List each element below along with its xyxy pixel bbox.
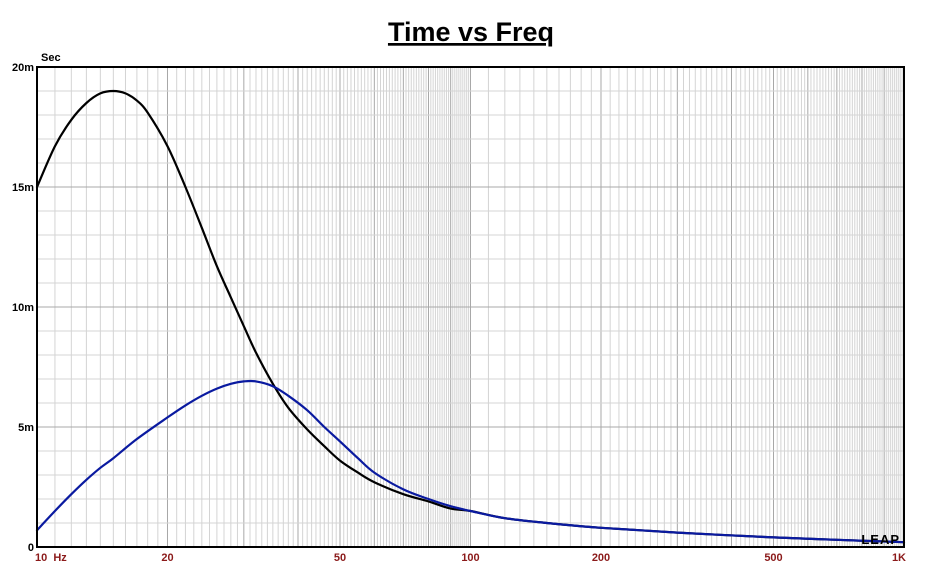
series-line-blue — [35, 379, 906, 544]
chart-title: Time vs Freq — [388, 17, 554, 47]
x-tick-label: 500 — [764, 552, 782, 564]
grid — [37, 67, 904, 547]
series-lines — [35, 89, 906, 544]
leap-logo: LEAP — [861, 532, 900, 547]
y-tick-label: 5m — [18, 422, 34, 434]
x-tick-label: 200 — [592, 552, 610, 564]
tick-labels: 10 Hz 20 50 100 200 500 1K 0 5m 10m 15m 20m — [12, 62, 906, 564]
x-tick-label: 1K — [892, 552, 906, 564]
y-tick-label: 10m — [12, 302, 34, 314]
plot-frame — [36, 66, 905, 548]
y-tick-label: 0 — [28, 542, 34, 554]
x-tick-label: 100 — [461, 552, 479, 564]
y-axis-unit: Sec — [41, 52, 61, 64]
x-tick-label: 10 Hz — [35, 552, 67, 564]
y-tick-label: 15m — [12, 182, 34, 194]
y-tick-label: 20m — [12, 62, 34, 74]
x-tick-label: 50 — [334, 552, 346, 564]
x-tick-label: 20 — [161, 552, 173, 564]
